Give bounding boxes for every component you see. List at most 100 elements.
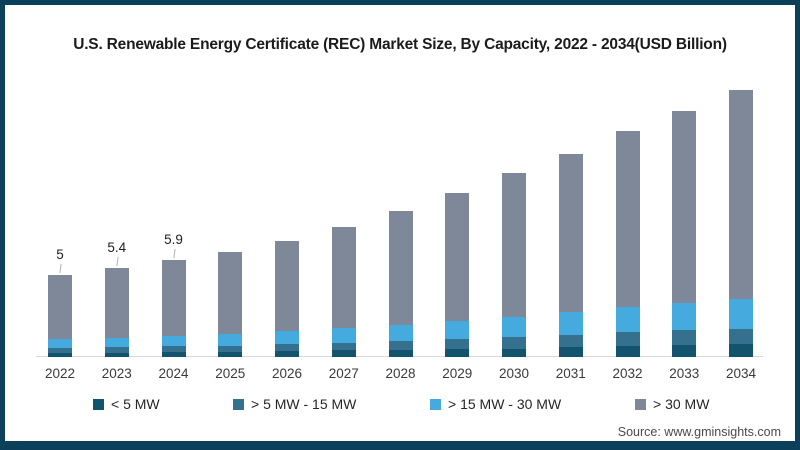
bar-segment: [502, 173, 526, 317]
bar-segment: [558, 334, 583, 347]
x-axis-label-2023: 2023: [101, 366, 132, 381]
legend-swatch-icon: [233, 398, 244, 410]
bar-segment: [218, 345, 243, 352]
bar-segment: [445, 193, 470, 321]
bar-segment: [275, 344, 299, 352]
bar-segment: [218, 351, 243, 357]
data-label-2023: 5.4: [107, 240, 127, 256]
stacked-bar-2034: [729, 89, 753, 357]
legend-item: > 15 MW - 30 MW: [430, 396, 561, 412]
legend-item: < 5 MW: [93, 396, 160, 412]
bar-segment: [388, 341, 413, 350]
data-label-2022: 5: [56, 247, 64, 262]
legend-swatch-icon: [93, 398, 104, 410]
legend-label: > 5 MW - 15 MW: [251, 396, 357, 412]
x-axis-label-2030: 2030: [498, 366, 530, 381]
bar-segment: [445, 338, 470, 349]
bar-segment: [161, 352, 186, 357]
legend-swatch-icon: [635, 398, 646, 410]
source-note: Source: www.gminsights.com: [617, 425, 781, 439]
data-label-2024: 5.9: [164, 232, 183, 248]
stacked-bar-2025: [218, 252, 243, 357]
bar-segment: [48, 275, 72, 339]
bar-segment: [558, 312, 583, 335]
stacked-bar-2032: [615, 130, 640, 357]
bar-segment: [331, 227, 356, 329]
stacked-bar-2028: [388, 211, 413, 357]
x-axis-label-2034: 2034: [725, 366, 757, 381]
bar-segment: [502, 336, 526, 349]
x-axis-label-2025: 2025: [215, 366, 246, 381]
bar-segment: [672, 111, 697, 303]
bar-segment: [615, 307, 640, 333]
bar-segment: [672, 302, 697, 330]
data-label-leader-line: [116, 257, 119, 267]
stacked-bar-2030: [502, 173, 526, 357]
chart-legend: < 5 MW > 5 MW - 15 MW > 15 MW - 30 MW > 30 …: [0, 396, 800, 416]
bar-segment: [558, 153, 583, 313]
x-axis-label-2032: 2032: [612, 366, 643, 381]
bar-segment: [388, 349, 413, 357]
data-label-leader-line: [59, 263, 62, 274]
bar-segment: [275, 240, 299, 332]
stacked-bar-2033: [672, 111, 697, 357]
legend-label: > 15 MW - 30 MW: [448, 396, 562, 412]
bar-segment: [275, 351, 299, 357]
data-label-leader-line: [172, 249, 176, 259]
stacked-bar-2031: [558, 153, 583, 357]
bar-segment: [104, 268, 129, 338]
bar-segment: [48, 347, 72, 353]
legend-label: > 30 MW: [653, 396, 710, 412]
bar-segment: [161, 335, 186, 347]
bar-segment: [445, 320, 470, 339]
x-axis-label-2033: 2033: [669, 366, 700, 381]
bar-segment: [502, 348, 526, 357]
x-axis-label-2027: 2027: [328, 366, 359, 381]
bar-segment: [729, 343, 753, 357]
legend-item: > 30 MW: [635, 396, 709, 412]
bar-segment: [104, 352, 129, 357]
bar-segment: [615, 345, 640, 357]
bar-segment: [672, 329, 697, 345]
bar-segment: [729, 328, 753, 344]
bar-segment: [672, 344, 697, 357]
bar-segment: [615, 130, 640, 308]
bar-segment: [218, 252, 243, 335]
bar-segment: [48, 338, 72, 348]
chart-title: U.S. Renewable Energy Certificate (REC) …: [73, 36, 727, 53]
bar-segment: [558, 346, 583, 357]
stacked-bar-2024: [161, 260, 186, 357]
bar-segment: [388, 211, 413, 325]
legend-label: < 5 MW: [111, 396, 160, 412]
stacked-bar-2029: [445, 193, 470, 357]
bar-segment: [331, 342, 356, 351]
bar-segment: [729, 89, 753, 300]
legend-swatch-icon: [430, 398, 441, 410]
bar-segment: [615, 332, 640, 346]
stacked-bar-2022: [48, 275, 72, 357]
x-axis-label-2031: 2031: [555, 366, 586, 381]
bar-segment: [331, 350, 356, 357]
x-axis-label-2028: 2028: [385, 366, 416, 381]
bar-segment: [161, 346, 186, 353]
x-axis-label-2026: 2026: [271, 366, 303, 381]
bar-segment: [445, 348, 470, 357]
bar-segment: [729, 299, 753, 329]
bar-segment: [388, 325, 413, 342]
x-axis-label-2024: 2024: [158, 366, 189, 381]
x-axis-label-2022: 2022: [44, 366, 76, 381]
bar-segment: [218, 334, 243, 346]
stacked-bar-2026: [275, 240, 299, 357]
stacked-bar-2027: [331, 227, 356, 357]
bar-segment: [275, 331, 299, 345]
bar-segment: [104, 347, 129, 353]
stacked-bar-2023: [104, 268, 129, 357]
bar-segment: [331, 328, 356, 343]
bar-segment: [104, 337, 129, 348]
bar-segment: [48, 352, 72, 357]
bar-segment: [502, 316, 526, 337]
x-axis-label-2029: 2029: [442, 366, 473, 381]
bar-segment: [161, 260, 186, 336]
